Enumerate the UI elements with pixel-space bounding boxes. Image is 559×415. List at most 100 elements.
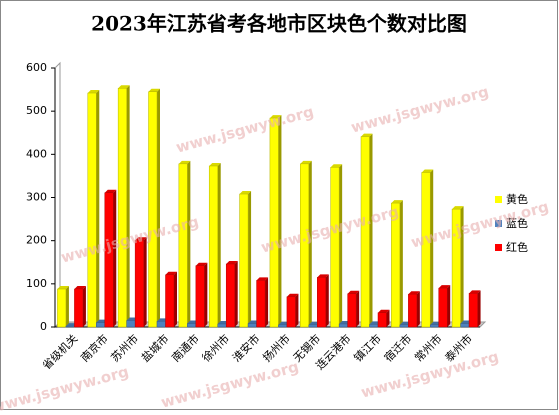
bar [468, 293, 478, 328]
bar [317, 277, 327, 328]
bar-top [118, 85, 130, 89]
bar-side [174, 271, 177, 327]
bar-top [269, 115, 282, 119]
bar-side [234, 260, 238, 327]
bar-top [347, 290, 360, 294]
bar [308, 324, 318, 328]
bar [126, 320, 136, 328]
bar [360, 136, 370, 328]
bar [300, 163, 310, 328]
bar [148, 91, 158, 328]
bar-top [421, 169, 434, 173]
bar [347, 293, 357, 328]
bar-top [438, 285, 451, 289]
bar-side [430, 169, 434, 327]
y-tick-label: 0 [40, 320, 47, 333]
bar-top [209, 162, 221, 166]
bar-top [452, 206, 464, 210]
bar [117, 88, 127, 328]
bar-top [87, 90, 100, 94]
bar-side [143, 237, 147, 327]
bar-side [204, 262, 208, 327]
bar-side [308, 160, 312, 327]
bar [195, 265, 205, 328]
legend-label: 蓝色 [506, 216, 528, 230]
bar-top [330, 164, 343, 168]
bar-side [65, 286, 69, 327]
y-tick-label: 200 [26, 234, 47, 247]
bar-side [369, 133, 373, 327]
bar-top [104, 189, 117, 193]
bar-side [447, 285, 451, 327]
bar [225, 263, 235, 328]
bar-top [226, 260, 238, 264]
bar-top [317, 274, 329, 278]
bar-top [165, 271, 177, 275]
bar-top [239, 191, 252, 195]
bar-side [187, 160, 191, 327]
bar-top [178, 160, 191, 164]
bar-side [217, 162, 221, 327]
bar-side [295, 293, 299, 327]
bar [391, 202, 401, 328]
bar [165, 274, 175, 328]
bar-side [278, 115, 282, 327]
y-tick-label: 400 [26, 147, 47, 160]
chart-title: 2023年江苏省考各地市区块色个数对比图 [91, 12, 467, 36]
bar [408, 293, 418, 328]
bar [208, 165, 218, 328]
bar-side [248, 191, 252, 327]
bar [338, 323, 348, 328]
bar-top [391, 200, 403, 204]
legend-label: 红色 [506, 240, 528, 254]
bar [330, 167, 340, 328]
bar-top [378, 309, 390, 313]
bar-side [460, 206, 464, 327]
bar [239, 193, 249, 328]
bar [65, 325, 75, 328]
bar-side [477, 290, 481, 327]
bar [377, 312, 387, 328]
bar-top [361, 133, 373, 137]
bar [104, 192, 114, 328]
bar-side [82, 286, 86, 327]
bar [286, 296, 296, 328]
bar-side [157, 88, 160, 327]
bar-side [96, 90, 100, 327]
bar-top [256, 277, 269, 281]
legend-swatch [495, 244, 502, 251]
bar [460, 323, 470, 328]
y-tick-label: 300 [26, 191, 47, 204]
y-tick-label: 600 [26, 61, 47, 74]
bar-top [74, 286, 86, 290]
bar-top [300, 160, 312, 164]
bar-top [469, 290, 481, 294]
legend-swatch [495, 196, 502, 203]
bar [57, 288, 67, 328]
bar [74, 288, 84, 328]
bar-side [113, 189, 117, 327]
bar [87, 92, 97, 328]
bar [269, 117, 279, 328]
bar [421, 172, 431, 328]
bar [134, 239, 144, 328]
y-tick-label: 500 [26, 104, 47, 117]
bar [96, 322, 106, 328]
bar-top [408, 291, 420, 295]
bar-top [135, 237, 147, 241]
bar [429, 324, 439, 328]
bar [438, 287, 448, 328]
bar [451, 208, 461, 328]
bar-side [126, 85, 130, 327]
bar-side [356, 290, 360, 327]
legend-swatch [495, 220, 502, 227]
bar [278, 324, 288, 328]
bar [399, 324, 409, 328]
bar-top [286, 293, 299, 297]
bar [256, 280, 266, 328]
bar-side [399, 200, 403, 327]
bar [156, 321, 166, 328]
bar-top [148, 88, 160, 92]
bar [369, 324, 379, 328]
